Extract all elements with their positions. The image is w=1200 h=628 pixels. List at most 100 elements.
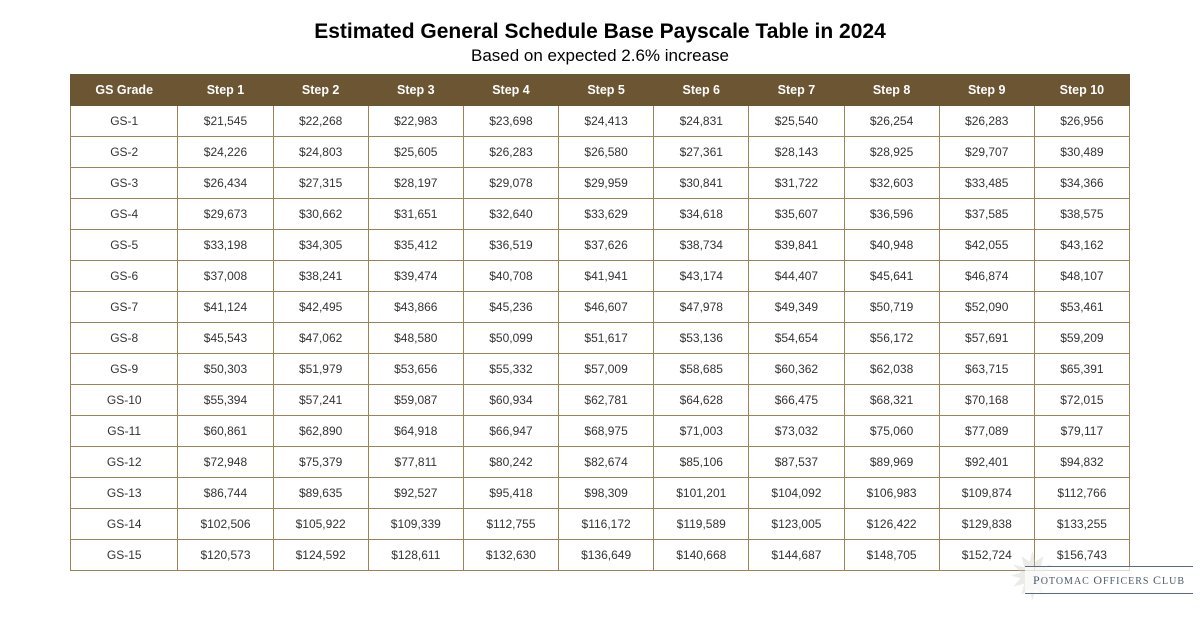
value-cell: $116,172 xyxy=(559,509,654,540)
value-cell: $82,674 xyxy=(559,447,654,478)
value-cell: $26,254 xyxy=(844,106,939,137)
value-cell: $29,707 xyxy=(939,137,1034,168)
value-cell: $33,198 xyxy=(178,230,273,261)
grade-cell: GS-9 xyxy=(71,354,178,385)
grade-cell: GS-12 xyxy=(71,447,178,478)
value-cell: $109,874 xyxy=(939,478,1034,509)
value-cell: $26,956 xyxy=(1034,106,1129,137)
value-cell: $46,607 xyxy=(559,292,654,323)
value-cell: $68,975 xyxy=(559,416,654,447)
value-cell: $27,315 xyxy=(273,168,368,199)
value-cell: $28,925 xyxy=(844,137,939,168)
value-cell: $33,629 xyxy=(559,199,654,230)
value-cell: $60,362 xyxy=(749,354,844,385)
value-cell: $62,890 xyxy=(273,416,368,447)
value-cell: $132,630 xyxy=(463,540,558,571)
table-row: GS-14$102,506$105,922$109,339$112,755$11… xyxy=(71,509,1130,540)
value-cell: $68,321 xyxy=(844,385,939,416)
value-cell: $44,407 xyxy=(749,261,844,292)
value-cell: $126,422 xyxy=(844,509,939,540)
column-header: Step 7 xyxy=(749,75,844,106)
value-cell: $60,934 xyxy=(463,385,558,416)
value-cell: $51,979 xyxy=(273,354,368,385)
column-header: GS Grade xyxy=(71,75,178,106)
value-cell: $66,947 xyxy=(463,416,558,447)
value-cell: $53,656 xyxy=(368,354,463,385)
value-cell: $62,038 xyxy=(844,354,939,385)
value-cell: $30,841 xyxy=(654,168,749,199)
table-row: GS-15$120,573$124,592$128,611$132,630$13… xyxy=(71,540,1130,571)
page-subtitle: Based on expected 2.6% increase xyxy=(70,46,1130,66)
value-cell: $77,089 xyxy=(939,416,1034,447)
value-cell: $64,918 xyxy=(368,416,463,447)
value-cell: $128,611 xyxy=(368,540,463,571)
grade-cell: GS-14 xyxy=(71,509,178,540)
value-cell: $102,506 xyxy=(178,509,273,540)
value-cell: $71,003 xyxy=(654,416,749,447)
grade-cell: GS-6 xyxy=(71,261,178,292)
value-cell: $89,635 xyxy=(273,478,368,509)
value-cell: $41,124 xyxy=(178,292,273,323)
value-cell: $57,691 xyxy=(939,323,1034,354)
value-cell: $94,832 xyxy=(1034,447,1129,478)
payscale-table: GS GradeStep 1Step 2Step 3Step 4Step 5St… xyxy=(70,74,1130,571)
value-cell: $59,087 xyxy=(368,385,463,416)
table-row: GS-5$33,198$34,305$35,412$36,519$37,626$… xyxy=(71,230,1130,261)
value-cell: $72,015 xyxy=(1034,385,1129,416)
value-cell: $23,698 xyxy=(463,106,558,137)
value-cell: $42,055 xyxy=(939,230,1034,261)
value-cell: $32,640 xyxy=(463,199,558,230)
value-cell: $72,948 xyxy=(178,447,273,478)
logo-text-box: POTOMAC OFFICERS CLUB xyxy=(1025,566,1193,594)
value-cell: $57,009 xyxy=(559,354,654,385)
table-row: GS-10$55,394$57,241$59,087$60,934$62,781… xyxy=(71,385,1130,416)
value-cell: $148,705 xyxy=(844,540,939,571)
table-row: GS-13$86,744$89,635$92,527$95,418$98,309… xyxy=(71,478,1130,509)
value-cell: $73,032 xyxy=(749,416,844,447)
table-row: GS-11$60,861$62,890$64,918$66,947$68,975… xyxy=(71,416,1130,447)
value-cell: $34,618 xyxy=(654,199,749,230)
value-cell: $104,092 xyxy=(749,478,844,509)
value-cell: $43,162 xyxy=(1034,230,1129,261)
value-cell: $42,495 xyxy=(273,292,368,323)
value-cell: $86,744 xyxy=(178,478,273,509)
value-cell: $51,617 xyxy=(559,323,654,354)
value-cell: $40,708 xyxy=(463,261,558,292)
value-cell: $47,062 xyxy=(273,323,368,354)
value-cell: $119,589 xyxy=(654,509,749,540)
value-cell: $50,719 xyxy=(844,292,939,323)
value-cell: $48,107 xyxy=(1034,261,1129,292)
value-cell: $50,303 xyxy=(178,354,273,385)
value-cell: $30,489 xyxy=(1034,137,1129,168)
value-cell: $26,283 xyxy=(939,106,1034,137)
value-cell: $95,418 xyxy=(463,478,558,509)
table-row: GS-3$26,434$27,315$28,197$29,078$29,959$… xyxy=(71,168,1130,199)
value-cell: $53,136 xyxy=(654,323,749,354)
value-cell: $39,841 xyxy=(749,230,844,261)
value-cell: $57,241 xyxy=(273,385,368,416)
value-cell: $26,434 xyxy=(178,168,273,199)
value-cell: $101,201 xyxy=(654,478,749,509)
value-cell: $28,143 xyxy=(749,137,844,168)
value-cell: $59,209 xyxy=(1034,323,1129,354)
grade-cell: GS-8 xyxy=(71,323,178,354)
value-cell: $64,628 xyxy=(654,385,749,416)
value-cell: $33,485 xyxy=(939,168,1034,199)
value-cell: $62,781 xyxy=(559,385,654,416)
table-row: GS-7$41,124$42,495$43,866$45,236$46,607$… xyxy=(71,292,1130,323)
value-cell: $24,226 xyxy=(178,137,273,168)
grade-cell: GS-10 xyxy=(71,385,178,416)
value-cell: $66,475 xyxy=(749,385,844,416)
value-cell: $38,734 xyxy=(654,230,749,261)
logo: POTOMAC OFFICERS CLUB xyxy=(1005,548,1175,608)
value-cell: $38,241 xyxy=(273,261,368,292)
value-cell: $98,309 xyxy=(559,478,654,509)
value-cell: $136,649 xyxy=(559,540,654,571)
value-cell: $50,099 xyxy=(463,323,558,354)
value-cell: $85,106 xyxy=(654,447,749,478)
value-cell: $21,545 xyxy=(178,106,273,137)
value-cell: $124,592 xyxy=(273,540,368,571)
value-cell: $25,605 xyxy=(368,137,463,168)
value-cell: $92,401 xyxy=(939,447,1034,478)
value-cell: $40,948 xyxy=(844,230,939,261)
